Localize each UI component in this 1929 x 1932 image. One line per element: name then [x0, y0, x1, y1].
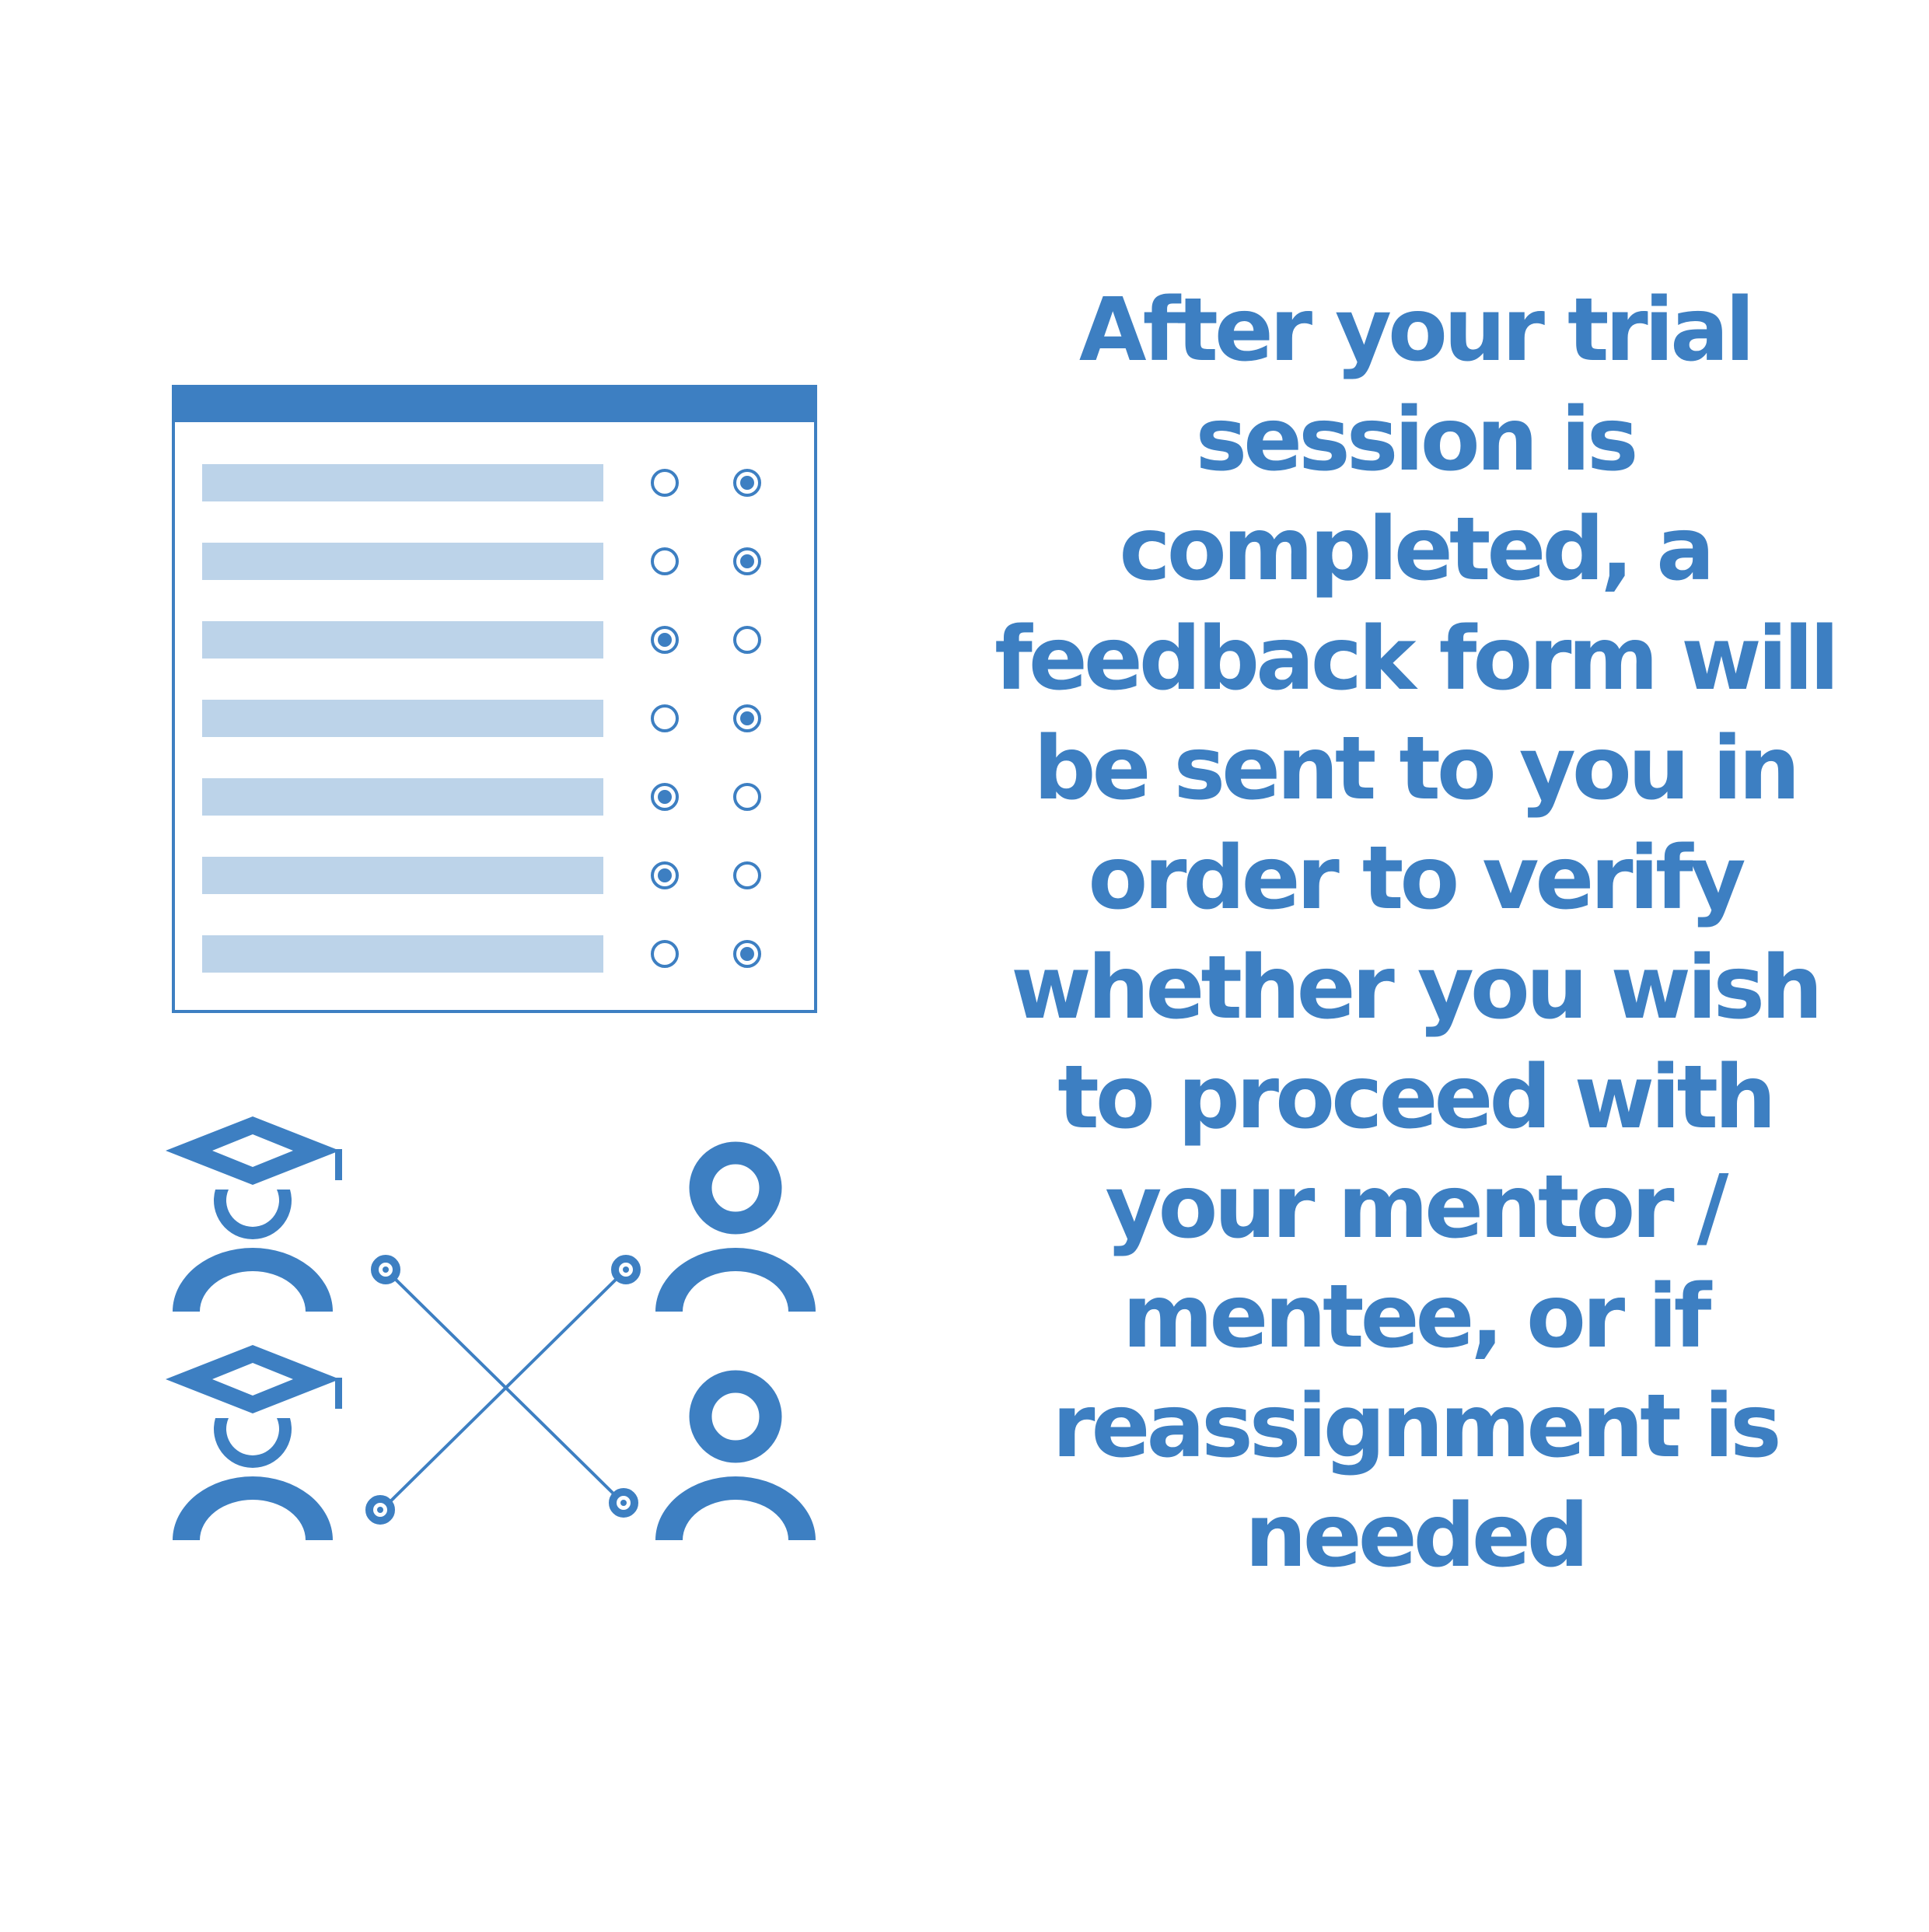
form-row-text-placeholder — [202, 464, 603, 501]
form-row-text-placeholder — [202, 621, 603, 659]
feedback-form-window — [172, 385, 817, 1013]
radio-empty-icon — [733, 861, 761, 889]
form-row — [202, 778, 761, 816]
connector-node — [609, 1488, 638, 1518]
radio-empty-icon — [651, 704, 679, 732]
radio-dot — [740, 711, 754, 725]
connector-node — [365, 1495, 395, 1525]
person-icon — [655, 1153, 816, 1312]
form-row — [202, 935, 761, 973]
radio-empty-icon — [733, 783, 761, 811]
connector-node — [371, 1255, 400, 1284]
form-row-text-placeholder — [202, 543, 603, 580]
radio-dot — [740, 476, 754, 490]
form-row-text-placeholder — [202, 778, 603, 816]
graduate-icon — [166, 1116, 342, 1312]
radio-empty-icon — [651, 940, 679, 968]
form-row — [202, 464, 761, 501]
radio-empty-icon — [733, 626, 761, 654]
form-row-text-placeholder — [202, 700, 603, 737]
form-title-bar — [172, 385, 817, 422]
radio-dot — [658, 790, 672, 804]
connector-node — [611, 1255, 641, 1284]
form-row — [202, 700, 761, 737]
form-row — [202, 543, 761, 580]
radio-empty-icon — [651, 469, 679, 497]
form-row — [202, 621, 761, 659]
radio-dot — [658, 868, 672, 882]
radio-dot — [658, 633, 672, 647]
form-rows — [202, 464, 761, 973]
radio-dot — [740, 947, 754, 961]
form-row — [202, 857, 761, 894]
radio-dot — [740, 554, 754, 568]
graduate-icon — [166, 1345, 342, 1540]
form-row-text-placeholder — [202, 857, 603, 894]
person-icon — [655, 1382, 816, 1540]
instruction-message: After your trial session is completed, a… — [994, 280, 1840, 1587]
radio-empty-icon — [651, 547, 679, 575]
connector-line — [381, 1269, 627, 1511]
form-row-text-placeholder — [202, 935, 603, 973]
connector-line — [386, 1270, 623, 1503]
cross-match-icon — [365, 1255, 641, 1525]
